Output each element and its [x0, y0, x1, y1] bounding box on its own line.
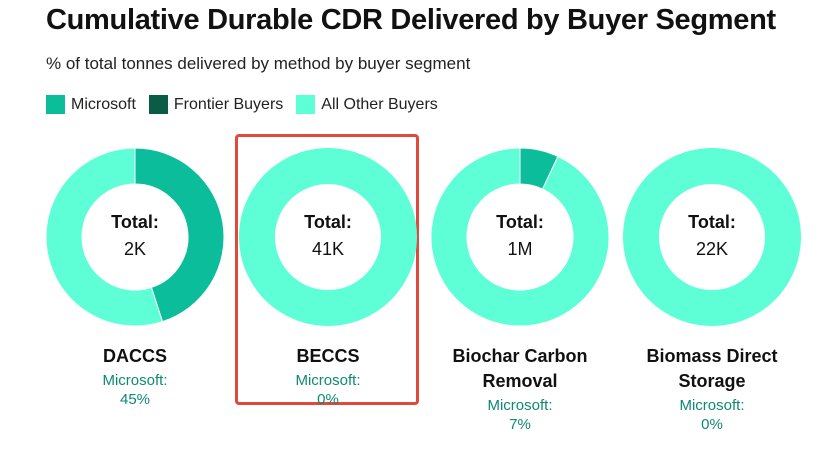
legend-swatch-frontier-buyers [148, 95, 168, 114]
total-value: 41K [312, 239, 344, 259]
donut-chart-biochar-carbon-removal: Total: 1M [430, 147, 610, 327]
microsoft-label: Microsoft: [295, 372, 361, 389]
legend-item-all-other-buyers[interactable]: All Other Buyers [296, 95, 438, 114]
microsoft-share: 45% [119, 391, 151, 408]
slice-microsoft[interactable] [134, 147, 225, 323]
legend-label-all-other-buyers: All Other Buyers [321, 95, 438, 113]
legend-label-microsoft: Microsoft [71, 95, 136, 113]
total-label: Total: [304, 212, 352, 232]
donut-panel-beccs: Total: 41K BECCS Microsoft: 0% [235, 144, 421, 409]
legend-swatch-all-other-buyers [296, 95, 316, 114]
donut-panel-biochar-carbon-removal: Total: 1M Biochar Carbon Removal Microso… [427, 144, 613, 434]
microsoft-share: 7% [509, 416, 531, 433]
donut-chart-daccs: Total: 2K [45, 147, 225, 327]
total-value: 2K [124, 239, 146, 259]
chart-subtitle: % of total tonnes delivered by method by… [46, 54, 471, 73]
slice-all-other-buyers[interactable] [623, 148, 801, 326]
donut-slices [239, 148, 417, 326]
total-label: Total: [688, 212, 736, 232]
method-name: BECCS [296, 346, 360, 366]
total-label: Total: [111, 212, 159, 232]
method-name: DACCS [102, 346, 167, 366]
microsoft-label: Microsoft: [102, 372, 168, 389]
donut-slices [623, 148, 801, 326]
microsoft-share: 0% [701, 416, 723, 433]
method-name: Biochar Carbon Removal [452, 346, 588, 391]
slice-all-other-buyers[interactable] [430, 147, 610, 327]
method-name: Biomass Direct Storage [646, 346, 778, 391]
donut-chart-beccs: Total: 41K [239, 148, 417, 326]
microsoft-label: Microsoft: [679, 397, 745, 414]
microsoft-share: 0% [317, 391, 339, 408]
total-value: 1M [507, 239, 532, 259]
total-label: Total: [496, 212, 544, 232]
legend-item-frontier-buyers[interactable]: Frontier Buyers [148, 95, 284, 114]
slice-all-other-buyers[interactable] [239, 148, 417, 326]
donut-panel-biomass-direct-storage: Total: 22K Biomass Direct Storage Micros… [619, 144, 805, 434]
donut-panel-daccs: Total: 2K DACCS Microsoft: 45% [42, 144, 228, 409]
donut-chart-biomass-direct-storage: Total: 22K [623, 148, 801, 326]
legend-item-microsoft[interactable]: Microsoft [46, 95, 136, 114]
total-value: 22K [696, 239, 728, 259]
legend: Microsoft Frontier Buyers All Other Buye… [46, 95, 451, 114]
slice-all-other-buyers[interactable] [45, 147, 164, 327]
legend-label-frontier-buyers: Frontier Buyers [173, 95, 284, 113]
microsoft-label: Microsoft: [487, 397, 553, 414]
donut-slices [45, 147, 225, 327]
donut-slices [430, 147, 610, 327]
chart-title: Cumulative Durable CDR Delivered by Buye… [46, 4, 776, 36]
highlight-box-beccs [235, 134, 419, 405]
legend-swatch-microsoft [46, 95, 65, 114]
